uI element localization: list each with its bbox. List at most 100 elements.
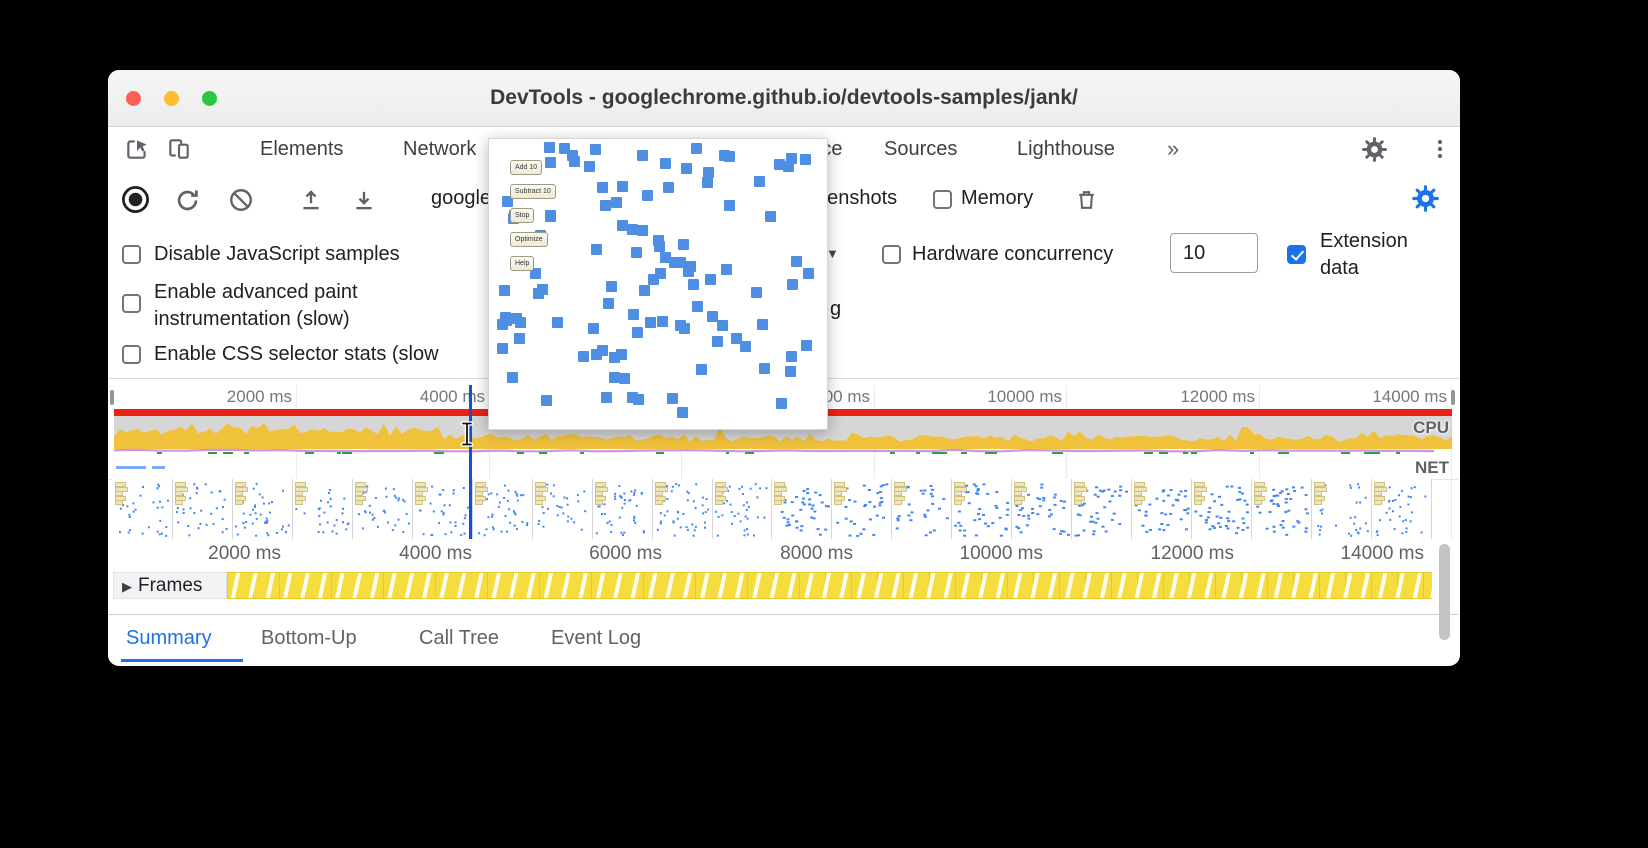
filmstrip-mini-button xyxy=(714,495,726,501)
record-button[interactable] xyxy=(121,185,150,214)
filmstrip-frame[interactable] xyxy=(352,479,413,539)
reload-and-record-button[interactable] xyxy=(174,187,201,214)
filmstrip-mini-button xyxy=(354,491,363,497)
occluded-text-fragment: g xyxy=(830,298,842,320)
preview-square xyxy=(545,157,556,169)
save-profile-button[interactable] xyxy=(351,187,377,213)
disable-js-samples-checkbox[interactable] xyxy=(122,245,141,264)
capture-settings-gear-icon[interactable] xyxy=(1411,184,1440,213)
filmstrip-frame[interactable] xyxy=(472,479,533,539)
css-selector-stats-checkbox[interactable] xyxy=(122,345,141,364)
overview-right-drag-handle[interactable] xyxy=(1450,389,1456,406)
filmstrip-frame[interactable] xyxy=(172,479,233,539)
filmstrip-mini-button xyxy=(294,495,306,501)
filmstrip-frame[interactable] xyxy=(952,479,1013,539)
filmstrip-frame[interactable] xyxy=(652,479,713,539)
filmstrip-frame[interactable] xyxy=(113,479,173,539)
tab-sources[interactable]: Sources xyxy=(884,138,958,160)
memory-label: Memory xyxy=(961,187,1034,209)
filmstrip-mini-button xyxy=(1374,482,1386,487)
window-title: DevTools - googlechrome.github.io/devtoo… xyxy=(490,86,1078,109)
overview-gridline xyxy=(296,385,297,539)
collect-garbage-icon[interactable] xyxy=(1074,187,1099,212)
extension-data-checkbox[interactable] xyxy=(1287,245,1306,264)
zoom-window-button[interactable] xyxy=(202,90,217,106)
filmstrip-mini-button xyxy=(1314,500,1323,506)
vertical-scrollbar-thumb[interactable] xyxy=(1439,544,1450,640)
inspect-element-icon[interactable] xyxy=(124,136,150,162)
throttling-select-arrow[interactable]: ▼ xyxy=(826,246,839,261)
filmstrip-frame[interactable] xyxy=(892,479,953,539)
preview-square xyxy=(682,266,694,277)
filmstrip-frame[interactable] xyxy=(592,479,653,539)
filmstrip-frame[interactable] xyxy=(1252,479,1313,539)
advanced-paint-checkbox[interactable] xyxy=(122,294,141,313)
preview-square xyxy=(758,363,770,375)
preview-square xyxy=(596,182,608,194)
preview-square xyxy=(785,153,797,165)
tab-summary[interactable]: Summary xyxy=(126,627,212,649)
overview-left-drag-handle[interactable] xyxy=(109,389,115,406)
filmstrip-mini-button xyxy=(1074,482,1086,487)
filmstrip-frame[interactable] xyxy=(772,479,833,539)
filmstrip-mini-button xyxy=(1074,500,1083,506)
frames-activity-bar[interactable] xyxy=(227,572,1432,599)
filmstrip-frame[interactable] xyxy=(1372,479,1432,539)
preview-square xyxy=(730,332,742,344)
filmstrip-frame[interactable] xyxy=(1072,479,1133,539)
more-options-menu-icon[interactable] xyxy=(1428,137,1452,161)
overview-ruler-label: 10000 ms xyxy=(987,387,1062,406)
filmstrip-mini-button xyxy=(115,500,123,506)
preview-square xyxy=(786,350,797,362)
filmstrip-frame[interactable] xyxy=(292,479,353,539)
filmstrip-mini-button xyxy=(1314,482,1326,487)
advanced-paint-label-line2: instrumentation (slow) xyxy=(154,308,350,330)
filmstrip-mini-button xyxy=(1194,482,1206,487)
close-window-button[interactable] xyxy=(126,90,141,106)
tab-elements[interactable]: Elements xyxy=(260,138,344,160)
frames-track: ▶ Frames xyxy=(108,570,1458,601)
load-profile-button[interactable] xyxy=(298,187,324,213)
device-toolbar-icon[interactable] xyxy=(166,136,192,162)
filmstrip-mini-button xyxy=(414,486,428,492)
tab-call-tree[interactable]: Call Tree xyxy=(419,627,500,649)
tab-network[interactable]: Network xyxy=(403,138,477,160)
filmstrip-frame[interactable] xyxy=(532,479,593,539)
css-selector-stats-label: Enable CSS selector stats (slow xyxy=(154,343,439,365)
filmstrip-frame[interactable] xyxy=(1132,479,1193,539)
filmstrip-frame[interactable] xyxy=(1192,479,1253,539)
more-tabs-chevron[interactable]: » xyxy=(1167,136,1180,161)
preview-square xyxy=(602,297,614,309)
memory-checkbox[interactable] xyxy=(933,190,952,209)
minimize-window-button[interactable] xyxy=(164,90,179,106)
preview-square xyxy=(589,143,601,155)
clear-recording-button[interactable] xyxy=(228,187,254,213)
filmstrip-mini-button xyxy=(834,495,846,501)
extension-data-label-line1: Extension xyxy=(1320,230,1408,252)
filmstrip-frame[interactable] xyxy=(712,479,773,539)
preview-square xyxy=(511,312,523,324)
frames-track-header[interactable]: ▶ Frames xyxy=(113,572,227,599)
page-selector-dropdown[interactable]: google xyxy=(431,187,492,209)
tab-bottom-up[interactable]: Bottom-Up xyxy=(261,627,357,649)
tab-event-log[interactable]: Event Log xyxy=(551,627,642,649)
preview-square xyxy=(660,158,671,169)
filmstrip-frame[interactable] xyxy=(232,479,293,539)
timeline-playhead[interactable] xyxy=(469,385,472,539)
preview-square xyxy=(688,278,700,290)
hardware-concurrency-input[interactable] xyxy=(1170,233,1258,273)
tab-lighthouse[interactable]: Lighthouse xyxy=(1017,138,1115,160)
preview-square xyxy=(497,319,509,331)
filmstrip-frame[interactable] xyxy=(412,479,473,539)
filmstrip-mini-button xyxy=(414,491,423,497)
expand-triangle-icon[interactable]: ▶ xyxy=(122,579,132,594)
filmstrip-frame[interactable] xyxy=(832,479,893,539)
filmstrip-mini-button xyxy=(774,500,783,506)
filmstrip-mini-button xyxy=(1194,500,1203,506)
devtools-settings-gear-icon[interactable] xyxy=(1361,136,1388,163)
filmstrip-mini-button xyxy=(1374,500,1383,506)
hardware-concurrency-checkbox[interactable] xyxy=(882,245,901,264)
filmstrip-frame[interactable] xyxy=(1012,479,1073,539)
preview-square xyxy=(774,158,786,170)
filmstrip-frame[interactable] xyxy=(1312,479,1373,539)
